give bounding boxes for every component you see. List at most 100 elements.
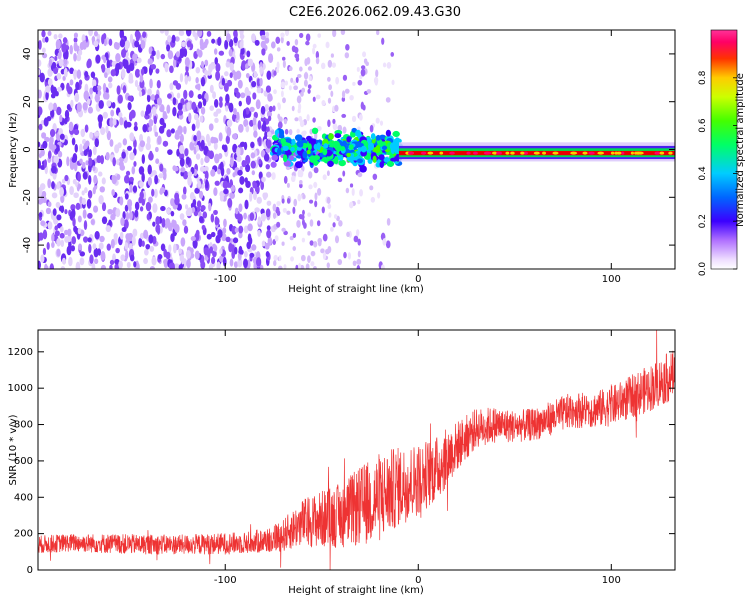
spectrogram-cell [181, 257, 185, 265]
spectrogram-cell [210, 61, 216, 70]
colorbar-tick-label: 0.2 [698, 214, 708, 228]
spectrogram-cell [407, 151, 414, 155]
spectrogram-cell [122, 85, 127, 94]
spectrogram-cell [309, 219, 314, 227]
spectrogram-cell [327, 203, 332, 210]
spectrogram-cell [45, 91, 49, 101]
spectrogram-cell [262, 120, 267, 130]
spectrogram-cell [245, 180, 251, 189]
spectrogram-cell [56, 106, 62, 116]
spectrogram-cell [77, 172, 81, 182]
spectrogram-cell [281, 198, 285, 204]
spectrogram-cell [134, 68, 141, 78]
spectrogram-ylabel: Frequency (Hz) [8, 112, 19, 188]
spectrogram-cell [145, 201, 152, 212]
spectrogram-cell [207, 69, 212, 76]
spectrogram-cell [185, 156, 191, 165]
spectrogram-cell [120, 254, 126, 261]
spectrogram-cell [51, 165, 57, 174]
spectrogram-cell [237, 258, 243, 268]
spectrogram-cell [210, 213, 215, 223]
spectrogram-cell [276, 201, 281, 206]
spectrogram-cell [195, 84, 201, 90]
spectrogram-cell [308, 138, 317, 146]
spectrogram-cell [173, 166, 179, 172]
spectrogram-cell [176, 203, 182, 211]
spectrogram-cell [38, 68, 41, 76]
spectrogram-cell [294, 117, 299, 122]
spectrogram-cell [75, 261, 81, 269]
spectrogram-cell [109, 117, 114, 128]
spectrogram-cell [38, 159, 42, 169]
spectrogram-cell [226, 119, 233, 128]
spectrogram-cell [82, 236, 89, 243]
spectrogram-cell [256, 87, 262, 94]
spectrogram-cell [101, 216, 108, 225]
spectrogram-cell [233, 71, 238, 81]
spectrogram-cell [38, 106, 43, 116]
spectrogram-cell [113, 233, 118, 240]
spectrogram-cell [219, 100, 223, 108]
spectrogram-cell [427, 151, 434, 155]
spectrogram-cell [310, 250, 316, 257]
spectrogram-cell [39, 148, 45, 157]
spectrogram-cell [207, 249, 211, 258]
spectrogram-cell [161, 217, 166, 228]
spectrogram-cell [140, 68, 145, 76]
spectrogram-cell [273, 260, 277, 267]
spectrogram-cell [93, 247, 99, 258]
spectrogram-cell [172, 243, 177, 254]
spectrogram-cell [215, 63, 221, 73]
spectrogram-cell [328, 212, 332, 218]
spectrogram-ytick-label: 40 [22, 48, 33, 61]
spectrogram-cell [76, 54, 82, 62]
spectrogram-cell [293, 85, 299, 91]
spectrogram-panel: -100 0 100 -40 -20 0 20 40 Height of straight l… [8, 29, 676, 295]
spectrogram-cell [151, 50, 156, 57]
spectrogram-cell [366, 89, 372, 94]
spectrogram-axes: -100 0 100 -40 -20 0 20 40 [22, 30, 675, 285]
spectrogram-cell [115, 52, 121, 63]
spectrogram-cell [338, 156, 344, 161]
spectrogram-cell [379, 161, 384, 169]
spectrogram-cell [295, 76, 299, 84]
spectrogram-cell [121, 68, 126, 79]
spectrogram-cell [261, 176, 266, 183]
spectrogram-cell [217, 36, 222, 46]
spectrogram-cell [357, 238, 361, 246]
spectrogram-cell [141, 198, 146, 206]
spectrogram-cell [51, 181, 55, 190]
spectrogram-cell [105, 151, 110, 161]
spectrogram-cell [160, 53, 166, 60]
spectrogram-cell [172, 97, 177, 106]
spectrogram-cell [204, 170, 209, 180]
spectrogram-cell [51, 241, 55, 249]
spectrogram-cell [310, 261, 315, 267]
spectrogram-cell [119, 231, 124, 240]
spectrogram-cell [331, 62, 337, 68]
spectrogram-cell [78, 79, 83, 86]
spectrogram-cell [72, 217, 76, 227]
spectrogram-cell [383, 157, 390, 163]
spectrogram-cell [92, 146, 97, 156]
spectrogram-cell [390, 52, 395, 57]
spectrogram-cell [79, 257, 85, 266]
spectrogram-cell [69, 79, 74, 86]
spectrogram-cell [356, 229, 360, 237]
spectrogram-cell [41, 132, 47, 139]
spectrogram-cell [251, 33, 256, 42]
spectrogram-cell [302, 194, 306, 200]
spectrogram-cell [151, 169, 157, 176]
spectrogram-cell [111, 189, 115, 196]
spectrogram-cell [46, 242, 50, 250]
spectrogram-cell [343, 251, 347, 259]
spectrogram-cell [386, 217, 391, 226]
colorbar-tick-label: 0.8 [698, 70, 708, 85]
snr-series-line [38, 330, 675, 570]
spectrogram-cell [294, 161, 303, 169]
spectrogram-cell [192, 30, 196, 37]
spectrogram-cell [174, 224, 180, 233]
spectrogram-cell [179, 157, 185, 167]
